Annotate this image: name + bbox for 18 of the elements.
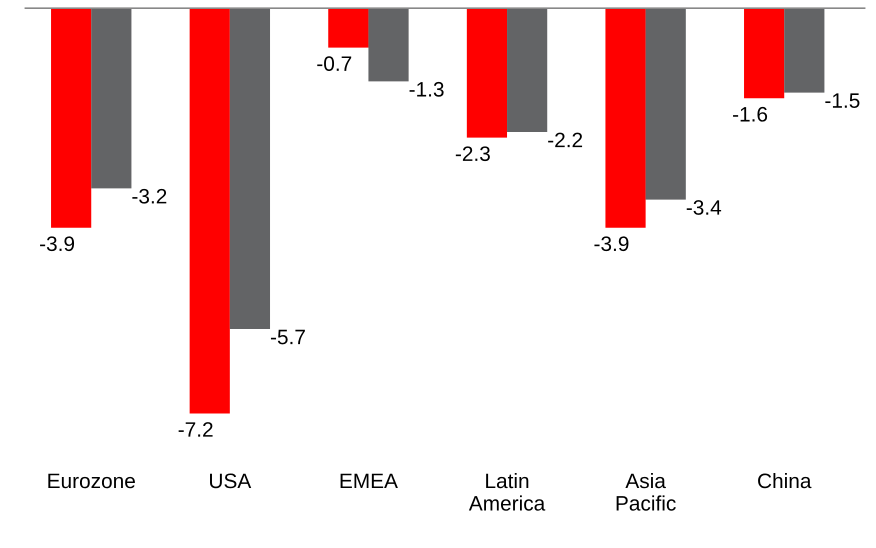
data-label: -2.2 <box>548 132 582 148</box>
x-tick-label: Eurozone <box>48 474 135 488</box>
x-tick-label: USA <box>210 474 252 488</box>
x-tick-label: Asia Pacific <box>616 472 676 511</box>
data-label: -3.9 <box>40 236 74 252</box>
data-label: -3.2 <box>132 188 166 204</box>
data-label: -0.7 <box>317 56 352 72</box>
data-label: -5.7 <box>270 330 305 344</box>
x-tick-label: EMEA <box>340 474 398 488</box>
x-tick-label: Latin America <box>468 472 546 511</box>
data-label: -1.6 <box>733 106 768 122</box>
data-label: -3.4 <box>686 200 722 215</box>
data-label: -1.3 <box>410 82 444 97</box>
data-label: -2.3 <box>456 146 490 162</box>
data-label: -1.5 <box>825 93 860 108</box>
data-label: -3.9 <box>594 236 628 252</box>
x-tick-label: China <box>758 472 812 488</box>
data-label: -7.2 <box>178 422 213 437</box>
